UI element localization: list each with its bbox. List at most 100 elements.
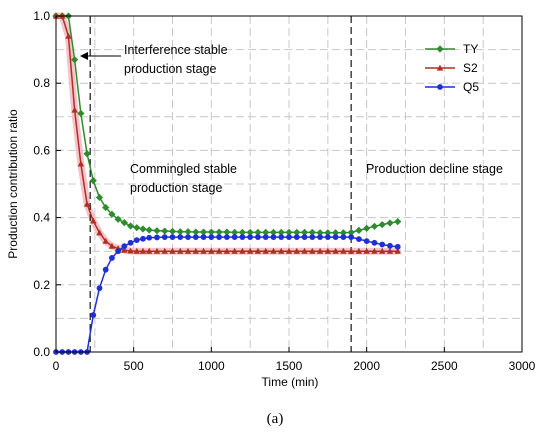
data-point-ty xyxy=(168,227,177,235)
data-point-ty xyxy=(199,228,208,236)
data-point-s2 xyxy=(394,247,401,254)
data-point-s2 xyxy=(363,247,370,254)
data-point-s2 xyxy=(347,247,355,254)
data-point-ty xyxy=(347,228,355,236)
data-point-ty xyxy=(300,228,309,236)
axes-layer xyxy=(55,15,523,353)
data-point-ty xyxy=(108,210,116,218)
data-point-q5 xyxy=(278,234,285,240)
legend-item-s2: S2 xyxy=(425,61,478,75)
data-point-s2 xyxy=(231,247,238,254)
annotation-commingled-line2: production stage xyxy=(130,181,222,195)
data-point-q5 xyxy=(348,234,355,240)
data-point-s2 xyxy=(246,247,254,254)
data-point-s2 xyxy=(139,247,147,254)
data-point-s2 xyxy=(77,160,85,167)
data-point-q5 xyxy=(332,234,339,240)
data-point-q5 xyxy=(356,236,362,243)
data-point-ty xyxy=(370,222,379,230)
x-tick-label: 2500 xyxy=(431,359,458,373)
data-point-q5 xyxy=(394,243,401,250)
data-point-q5 xyxy=(387,242,393,249)
data-point-q5 xyxy=(127,239,134,246)
x-tick-label: 1000 xyxy=(198,359,225,373)
data-point-s2 xyxy=(108,242,116,249)
data-point-s2 xyxy=(324,247,332,254)
data-point-s2 xyxy=(127,247,134,254)
data-point-s2 xyxy=(96,229,103,236)
data-point-s2 xyxy=(293,247,300,254)
data-point-ty xyxy=(114,215,122,223)
data-point-s2 xyxy=(270,247,277,254)
data-point-ty xyxy=(95,193,104,202)
data-point-q5 xyxy=(223,234,230,240)
legend-item-q5: Q5 xyxy=(425,80,479,94)
data-point-ty xyxy=(126,222,135,230)
data-point-q5 xyxy=(231,234,238,240)
data-point-q5 xyxy=(96,285,103,292)
data-point-ty xyxy=(153,227,161,235)
data-point-q5 xyxy=(340,234,347,240)
data-point-q5 xyxy=(371,239,378,246)
data-point-s2 xyxy=(102,237,109,244)
y-tick-label: 0.4 xyxy=(33,211,50,225)
data-point-ty xyxy=(145,226,153,234)
data-point-s2 xyxy=(121,246,128,253)
data-point-ty xyxy=(339,229,347,237)
data-point-ty xyxy=(332,229,340,237)
x-tick-label: 2000 xyxy=(353,359,380,373)
data-point-q5 xyxy=(270,234,277,240)
data-point-s2 xyxy=(184,247,192,254)
data-point-q5 xyxy=(324,234,331,240)
data-point-ty xyxy=(277,228,285,236)
data-point-s2 xyxy=(133,247,140,254)
data-point-s2 xyxy=(90,217,97,224)
data-point-s2 xyxy=(332,247,339,254)
y-tick-label: 0.2 xyxy=(33,278,50,292)
data-point-q5 xyxy=(379,241,386,248)
line-chart: 0 500 1000 1500 2000 2500 3000 0.0 0.2 0.4 0.6 0.8 1… xyxy=(6,9,536,389)
series-layer xyxy=(52,12,402,355)
data-point-q5 xyxy=(90,312,97,318)
data-point-q5 xyxy=(140,235,146,242)
stage-lines xyxy=(89,16,352,352)
y-tick-label: 0.0 xyxy=(33,345,50,359)
data-point-s2 xyxy=(200,247,207,254)
data-point-s2 xyxy=(278,247,285,254)
data-point-ty xyxy=(386,219,394,227)
x-tick-label: 3000 xyxy=(509,359,536,373)
data-point-ty xyxy=(102,203,110,212)
annotation-interference-line2: production stage xyxy=(124,62,216,76)
data-point-ty xyxy=(161,227,169,235)
data-point-ty xyxy=(83,150,91,158)
data-point-s2 xyxy=(208,247,215,254)
data-point-ty xyxy=(316,229,324,237)
y-axis-label: Production contribution ratio xyxy=(6,109,20,259)
data-point-s2 xyxy=(254,247,262,254)
data-point-ty xyxy=(120,219,128,227)
data-point-s2 xyxy=(285,247,293,254)
data-point-s2 xyxy=(379,247,386,254)
data-point-q5 xyxy=(216,234,223,240)
legend: TY S2 Q5 xyxy=(425,42,479,94)
data-point-ty xyxy=(378,221,386,229)
data-point-ty xyxy=(324,229,332,237)
data-point-q5 xyxy=(115,248,122,255)
data-point-s2 xyxy=(215,247,223,254)
data-point-s2 xyxy=(316,247,324,254)
data-point-ty xyxy=(207,228,215,236)
x-tick-label: 1500 xyxy=(276,359,303,373)
data-point-ty xyxy=(184,228,192,236)
x-tick-label: 0 xyxy=(53,359,60,373)
data-point-s2 xyxy=(239,247,246,254)
data-point-q5 xyxy=(200,234,207,240)
legend-item-ty: TY xyxy=(425,42,478,56)
figure-caption: (a) xyxy=(266,411,284,427)
data-point-s2 xyxy=(83,200,91,207)
legend-marker-ty xyxy=(436,45,444,53)
data-point-ty xyxy=(308,228,316,236)
data-point-q5 xyxy=(161,234,168,240)
data-point-q5 xyxy=(177,234,184,240)
data-point-ty xyxy=(246,228,254,236)
data-point-q5 xyxy=(309,234,316,240)
